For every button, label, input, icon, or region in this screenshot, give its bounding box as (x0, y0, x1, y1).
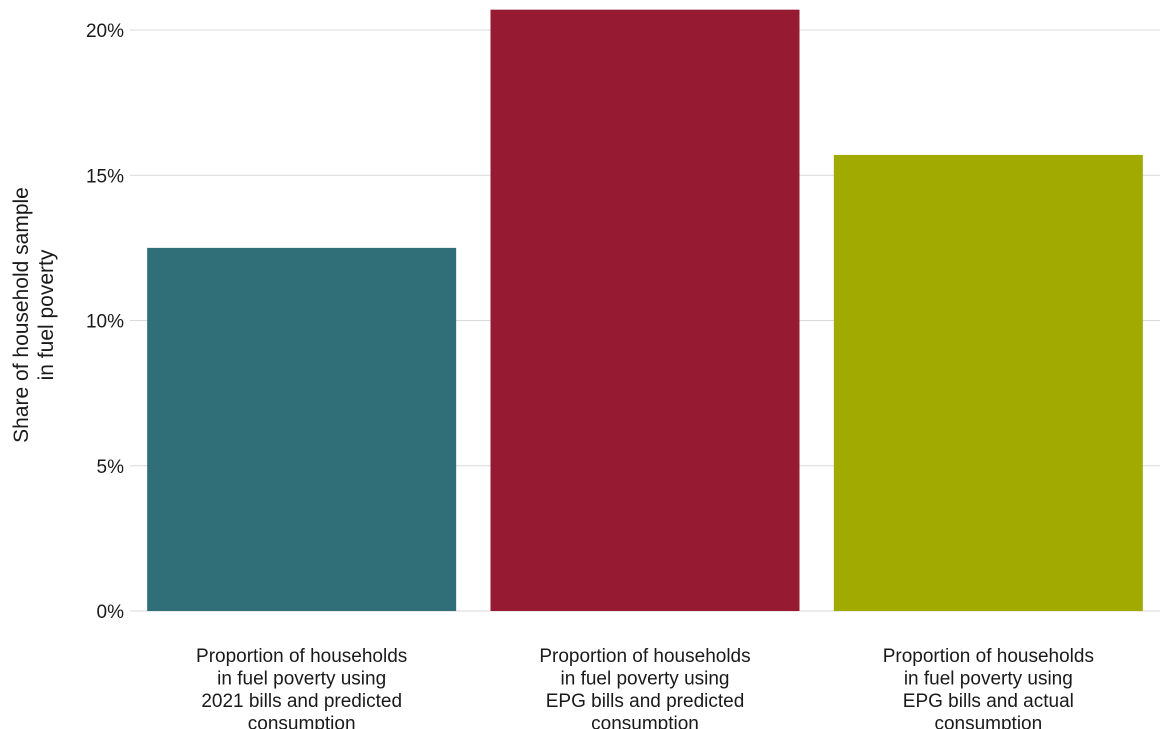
y-tick-label: 15% (86, 166, 124, 187)
x-category-label: Proportion of households in fuel poverty … (883, 646, 1094, 729)
x-axis-category-labels: Proportion of households in fuel poverty … (196, 646, 1094, 729)
bars (147, 9, 1143, 612)
x-category-label: Proportion of households in fuel poverty … (196, 646, 407, 729)
y-tick-label: 20% (86, 21, 124, 42)
bar (833, 154, 1143, 612)
y-tick-label: 5% (97, 457, 125, 478)
x-category-label: Proportion of households in fuel poverty … (539, 646, 750, 729)
y-axis-ticks: 0% 5% 10% 15% 20% (86, 21, 124, 623)
bar (147, 247, 457, 611)
y-tick-label: 10% (86, 312, 124, 333)
y-axis-label: Share of household samplein fuel poverty (10, 187, 58, 443)
bar (490, 9, 800, 612)
y-tick-label: 0% (97, 602, 125, 623)
